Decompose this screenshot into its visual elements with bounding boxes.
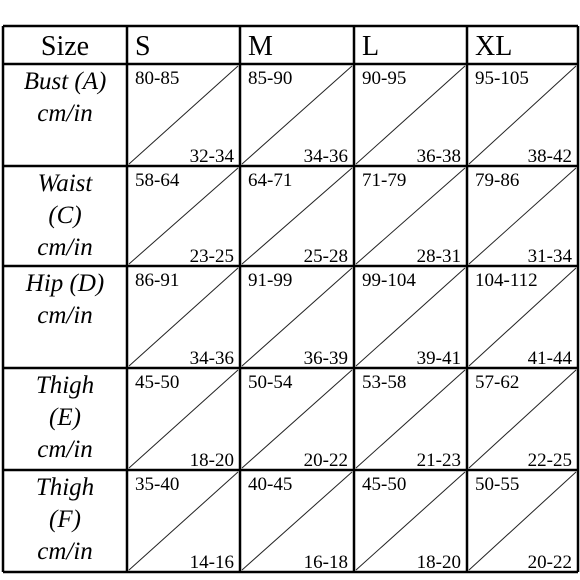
cell-diagonal	[468, 471, 577, 571]
cell-diagonal	[355, 65, 466, 165]
cell-diagonal	[241, 471, 353, 571]
in-value: 36-38	[417, 146, 461, 167]
header-cell: M	[248, 31, 273, 62]
cell-diagonal	[128, 267, 239, 367]
cell-diagonal	[468, 65, 577, 165]
cm-value: 53-58	[362, 372, 406, 393]
cm-value: 50-54	[248, 372, 293, 393]
row-label: (F)	[49, 506, 81, 533]
cm-value: 57-62	[475, 372, 519, 393]
cell-diagonal	[355, 267, 466, 367]
header-cell: L	[362, 31, 379, 62]
in-value: 18-20	[190, 450, 234, 471]
cm-value: 35-40	[135, 474, 179, 495]
cm-value: 91-99	[248, 270, 292, 291]
row-label: Bust (A)	[24, 68, 107, 95]
in-value: 25-28	[304, 246, 348, 267]
cm-value: 40-45	[248, 474, 292, 495]
in-value: 20-22	[304, 450, 348, 471]
row-label: Thigh	[36, 372, 94, 399]
cm-value: 85-90	[248, 68, 292, 89]
in-value: 23-25	[190, 246, 234, 267]
cm-value: 80-85	[135, 68, 179, 89]
cell-diagonal	[355, 471, 466, 571]
in-value: 36-39	[304, 348, 348, 369]
cell-diagonal	[241, 65, 353, 165]
cell-diagonal	[241, 167, 353, 265]
in-value: 38-42	[528, 146, 572, 167]
cell-diagonal	[355, 167, 466, 265]
cm-value: 79-86	[475, 170, 519, 191]
row-label: (C)	[48, 202, 81, 229]
row-label: Hip (D)	[25, 270, 104, 297]
cell-diagonal	[468, 369, 577, 469]
in-value: 22-25	[528, 450, 572, 471]
cell-diagonal	[128, 167, 239, 265]
in-value: 21-23	[417, 450, 461, 471]
in-value: 32-34	[190, 146, 235, 167]
cm-value: 99-104	[362, 270, 416, 291]
row-label: Thigh	[36, 474, 94, 501]
header-cell: Size	[41, 31, 89, 62]
cell-diagonal	[355, 369, 466, 469]
header-cell: XL	[475, 31, 512, 62]
cell-diagonal	[128, 369, 239, 469]
row-label: cm/in	[37, 100, 93, 127]
cell-diagonal	[468, 267, 577, 367]
cm-value: 104-112	[475, 270, 538, 291]
row-label: (E)	[49, 404, 81, 431]
in-value: 39-41	[417, 348, 461, 369]
in-value: 41-44	[528, 348, 573, 369]
in-value: 34-36	[190, 348, 234, 369]
cm-value: 86-91	[135, 270, 179, 291]
cm-value: 50-55	[475, 474, 519, 495]
in-value: 31-34	[528, 246, 573, 267]
in-value: 18-20	[417, 552, 461, 573]
row-label: cm/in	[37, 234, 93, 261]
cm-value: 58-64	[135, 170, 180, 191]
row-label: cm/in	[37, 436, 93, 463]
cm-value: 45-50	[135, 372, 179, 393]
cell-diagonal	[241, 369, 353, 469]
cell-diagonal	[128, 65, 239, 165]
cm-value: 64-71	[248, 170, 292, 191]
row-label: Waist	[38, 170, 94, 197]
cell-diagonal	[128, 471, 239, 571]
in-value: 20-22	[528, 552, 572, 573]
cm-value: 95-105	[475, 68, 529, 89]
row-label: cm/in	[37, 538, 93, 565]
cm-value: 45-50	[362, 474, 406, 495]
in-value: 16-18	[304, 552, 348, 573]
cm-value: 71-79	[362, 170, 406, 191]
in-value: 28-31	[417, 246, 461, 267]
row-label: cm/in	[37, 302, 93, 329]
cm-value: 90-95	[362, 68, 406, 89]
header-cell: S	[135, 31, 151, 62]
cell-diagonal	[241, 267, 353, 367]
in-value: 14-16	[190, 552, 234, 573]
cell-diagonal	[468, 167, 577, 265]
in-value: 34-36	[304, 146, 348, 167]
